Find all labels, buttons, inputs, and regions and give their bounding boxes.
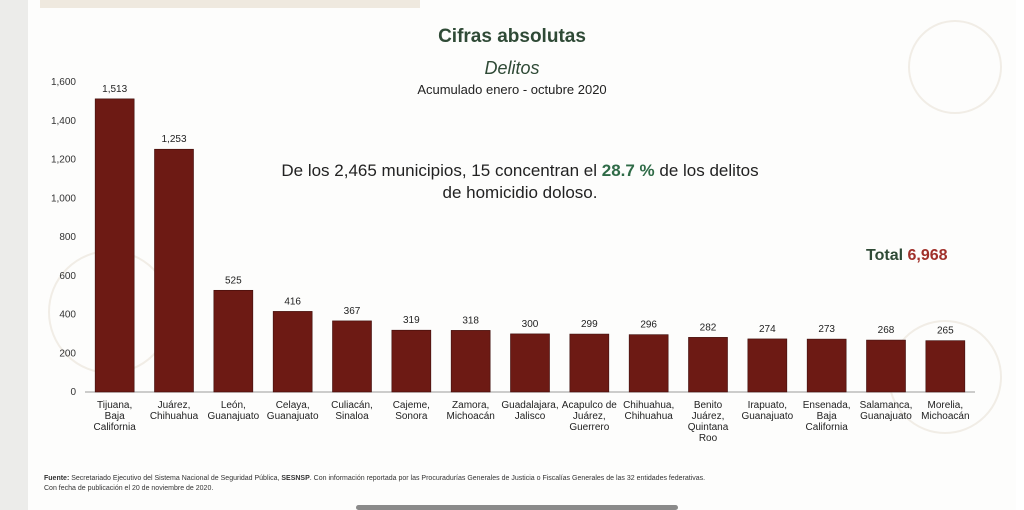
- bar-value-label: 1,513: [102, 84, 127, 95]
- footer-source-text-1: Secretariado Ejecutivo del Sistema Nacio…: [69, 475, 282, 482]
- bar-value-label: 299: [581, 319, 598, 330]
- period-label: Acumulado enero - octubre 2020: [417, 82, 607, 97]
- left-band: [0, 0, 28, 510]
- bar-value-label: 318: [462, 315, 479, 326]
- x-tick-label: Zamora, Michoacán: [446, 400, 494, 422]
- bar: [688, 337, 728, 393]
- x-tick-label: León, Guanajuato: [207, 400, 259, 422]
- bar-value-label: 273: [818, 324, 835, 335]
- y-tick-label: 1,400: [51, 116, 76, 127]
- bar-value-label: 296: [640, 320, 657, 331]
- x-tick-label: Celaya, Guanajuato: [267, 400, 319, 422]
- x-tick-label: Tijuana, Baja California: [94, 400, 137, 433]
- total-label: Total 6,968: [866, 247, 948, 265]
- x-tick-label: Cajeme, Sonora: [393, 400, 430, 422]
- y-tick-label: 1,600: [51, 77, 76, 88]
- bar: [391, 329, 432, 393]
- headline-text: De los 2,465 municipios, 15 concentran e…: [270, 160, 770, 204]
- footer-note: Fuente: Secretariado Ejecutivo del Siste…: [44, 474, 944, 494]
- x-tick-label: Acapulco de Juárez, Guerrero: [562, 400, 617, 433]
- bar: [628, 334, 669, 393]
- bar: [569, 333, 610, 393]
- bar-value-label: 319: [403, 315, 420, 326]
- bar-value-label: 268: [878, 325, 895, 336]
- bar: [925, 340, 966, 393]
- y-tick-label: 1,200: [51, 155, 76, 166]
- bar-value-label: 367: [344, 306, 361, 317]
- footer-source-label: Fuente:: [44, 475, 70, 482]
- y-tick-label: 600: [59, 271, 76, 282]
- bar: [747, 338, 788, 393]
- total-text: Total: [866, 247, 908, 264]
- bar: [154, 148, 194, 393]
- y-tick-label: 200: [59, 348, 76, 359]
- x-tick-label: Guadalajara, Jalisco: [501, 400, 558, 422]
- bar-value-label: 300: [522, 319, 539, 330]
- footer-source-text-2: . Con información reportada por las Proc…: [309, 475, 706, 482]
- headline-percent: 28.7 %: [601, 161, 655, 180]
- headline-after: de los delitos de homicidio doloso.: [442, 161, 759, 202]
- bar-value-label: 265: [937, 326, 954, 337]
- y-tick-label: 400: [59, 310, 76, 321]
- x-tick-label: Culiacán, Sinaloa: [331, 400, 373, 422]
- headline-before: De los 2,465 municipios, 15 concentran e…: [281, 161, 602, 180]
- bar: [332, 320, 372, 393]
- x-tick-label: Ensenada, Baja California: [803, 400, 851, 433]
- x-tick-label: Salamanca, Guanajuato: [860, 400, 913, 422]
- top-decor-band: [40, 0, 420, 8]
- bar: [450, 330, 491, 393]
- bar-value-label: 274: [759, 324, 776, 335]
- y-tick-label: 0: [70, 387, 76, 398]
- total-value: 6,968: [907, 247, 948, 264]
- footer-source: Fuente: Secretariado Ejecutivo del Siste…: [44, 474, 944, 484]
- bar: [806, 338, 847, 393]
- bar: [866, 339, 906, 393]
- bar-value-label: 525: [225, 275, 242, 286]
- bar: [94, 98, 135, 393]
- bar: [272, 311, 313, 393]
- bar-value-label: 282: [700, 322, 717, 333]
- bar: [510, 333, 550, 393]
- footer-source-bold: SESNSP: [281, 475, 310, 482]
- x-tick-label: Benito Juárez, Quintana Roo: [688, 400, 729, 444]
- horizontal-scrollbar[interactable]: [356, 505, 678, 510]
- x-tick-label: Juárez, Chihuahua: [150, 400, 199, 422]
- y-tick-label: 800: [59, 232, 76, 243]
- x-tick-label: Chihuahua, Chihuahua: [623, 400, 674, 422]
- bar: [213, 289, 254, 393]
- bar-chart: 0 200 400 600 800 1,000 1,200 1,400 1,600 1,513 Ti…: [51, 77, 975, 444]
- x-tick-label: Morelia, Michoacán: [921, 400, 969, 422]
- chart-subtitle: Delitos: [484, 58, 540, 78]
- y-tick-label: 1,000: [51, 193, 76, 204]
- x-tick-label: Irapuato, Guanajuato: [741, 400, 793, 422]
- chart-title: Cifras absolutas: [438, 26, 586, 47]
- bar-value-label: 1,253: [161, 134, 186, 145]
- bar-value-label: 416: [284, 296, 301, 307]
- footer-publication: Con fecha de publicación el 20 de noviem…: [44, 485, 214, 492]
